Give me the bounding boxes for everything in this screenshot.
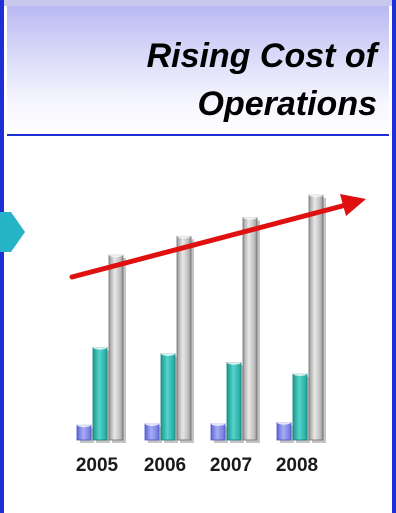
x-tick-label-2008: 2008: [276, 455, 318, 476]
bar-small-2005: [76, 422, 94, 443]
bar-large-2005: [108, 252, 126, 443]
bar-large-2006: [176, 234, 194, 443]
x-tick-label-2006: 2006: [144, 455, 186, 476]
bar-large-2008: [308, 192, 326, 443]
slide-top-border: [0, 0, 396, 6]
bar-small-2008: [276, 420, 294, 443]
bar-small-2007: [210, 421, 228, 443]
slide-title: Rising Cost of Operations: [27, 32, 377, 128]
trend-arrow-icon: [69, 194, 366, 280]
x-tick-label-2007: 2007: [210, 455, 252, 476]
bar-small-2006: [144, 421, 162, 443]
slide-title-line-1: Rising Cost of: [146, 37, 377, 75]
bar-mid-2005: [92, 345, 110, 443]
bar-mid-2006: [160, 351, 178, 443]
bar-large-2007: [242, 215, 260, 443]
x-tick-label-2005: 2005: [76, 455, 119, 476]
slide-title-line-2: Operations: [197, 85, 377, 123]
slide-right-border: [392, 0, 396, 513]
bar-mid-2007: [226, 360, 244, 443]
bar-mid-2008: [292, 371, 310, 443]
chevron-right-icon[interactable]: [0, 210, 25, 254]
title-banner: Rising Cost of Operations: [7, 6, 389, 136]
slide-left-border: [0, 0, 4, 513]
